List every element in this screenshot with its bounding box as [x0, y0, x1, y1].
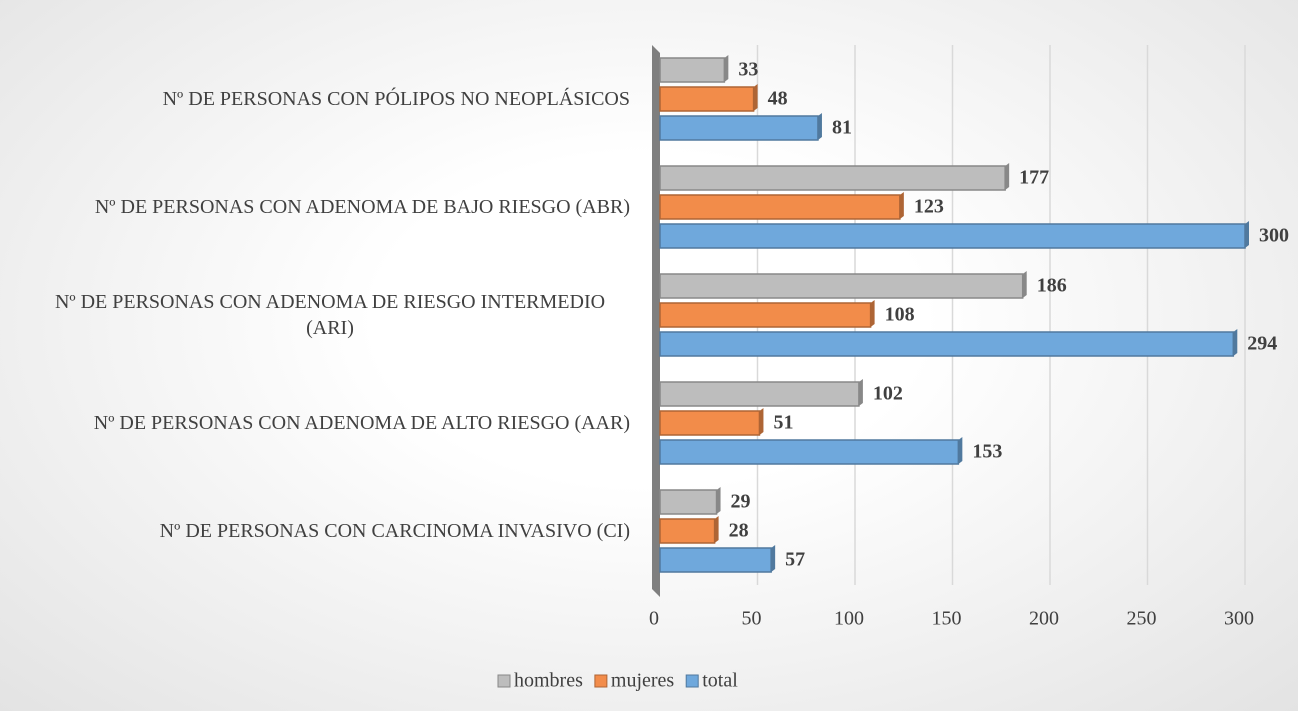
data-label: 300	[1259, 225, 1289, 247]
axis-wall	[652, 45, 660, 597]
bar-side	[716, 487, 721, 514]
bar-side	[958, 437, 963, 464]
data-label: 177	[1019, 167, 1049, 189]
x-tick-label: 300	[1224, 608, 1254, 630]
legend-swatch	[594, 674, 608, 688]
bar-side	[759, 408, 764, 435]
bar-side	[724, 55, 729, 82]
bar	[659, 518, 716, 544]
bar-side	[771, 545, 776, 572]
bar-side	[817, 113, 822, 140]
bar-side	[870, 300, 875, 327]
bar	[659, 165, 1006, 191]
bar	[659, 410, 761, 436]
bar-side	[753, 84, 758, 111]
category-label-box: Nº DE PERSONAS CON CARCINOMA INVASIVO (C…	[10, 518, 630, 544]
legend-swatch	[685, 674, 699, 688]
bar-side	[1005, 163, 1010, 190]
y-tick-label: Nº DE PERSONAS CON ADENOMA DE RIESGO INT…	[54, 291, 606, 339]
bar-side	[714, 516, 719, 543]
data-label: 57	[785, 549, 805, 571]
legend-swatch	[497, 674, 511, 688]
bar-side	[1022, 271, 1027, 298]
x-tick-label: 100	[834, 608, 864, 630]
data-label: 108	[885, 304, 915, 326]
bar-side	[858, 379, 863, 406]
category-label-box: Nº DE PERSONAS CON ADENOMA DE ALTO RIESG…	[10, 410, 630, 436]
x-tick-label: 150	[932, 608, 962, 630]
data-label: 123	[914, 196, 944, 218]
bar	[659, 381, 860, 407]
x-tick-label: 200	[1029, 608, 1059, 630]
y-tick-label: Nº DE PERSONAS CON ADENOMA DE BAJO RIESG…	[94, 196, 630, 218]
y-tick-label: Nº DE PERSONAS CON PÓLIPOS NO NEOPLÁSICO…	[162, 88, 630, 110]
legend-label: total	[702, 670, 738, 692]
category-label-box: Nº DE PERSONAS CON ADENOMA DE RIESGO INT…	[10, 289, 630, 341]
bar	[659, 439, 960, 465]
data-label: 102	[873, 383, 903, 405]
data-label: 153	[972, 441, 1002, 463]
data-label: 33	[738, 59, 758, 81]
bar	[659, 273, 1024, 299]
bar	[659, 86, 755, 112]
legend-label: hombres	[514, 670, 583, 692]
data-label: 51	[773, 412, 793, 434]
legend-label: mujeres	[611, 670, 675, 692]
data-label: 186	[1037, 275, 1067, 297]
bar-side	[1245, 221, 1249, 248]
data-label: 48	[768, 88, 788, 110]
x-tick-label: 0	[649, 608, 659, 630]
y-tick-label: Nº DE PERSONAS CON ADENOMA DE ALTO RIESG…	[93, 412, 630, 434]
y-tick-label: Nº DE PERSONAS CON CARCINOMA INVASIVO (C…	[159, 520, 630, 542]
bar	[659, 57, 726, 83]
category-label-box: Nº DE PERSONAS CON ADENOMA DE BAJO RIESG…	[10, 194, 630, 220]
bar	[659, 302, 872, 328]
bar	[659, 194, 901, 220]
bar-side	[899, 192, 904, 219]
bar	[659, 331, 1235, 357]
data-label: 294	[1247, 333, 1277, 355]
bar	[659, 547, 772, 573]
data-label: 28	[729, 520, 749, 542]
bar	[659, 223, 1246, 249]
x-tick-label: 250	[1127, 608, 1157, 630]
bar-side	[1233, 329, 1238, 356]
x-tick-label: 50	[742, 608, 762, 630]
data-label: 81	[832, 117, 852, 139]
bar	[659, 489, 718, 515]
bar	[659, 115, 819, 141]
category-label-box: Nº DE PERSONAS CON PÓLIPOS NO NEOPLÁSICO…	[10, 86, 630, 112]
data-label: 29	[731, 491, 751, 513]
